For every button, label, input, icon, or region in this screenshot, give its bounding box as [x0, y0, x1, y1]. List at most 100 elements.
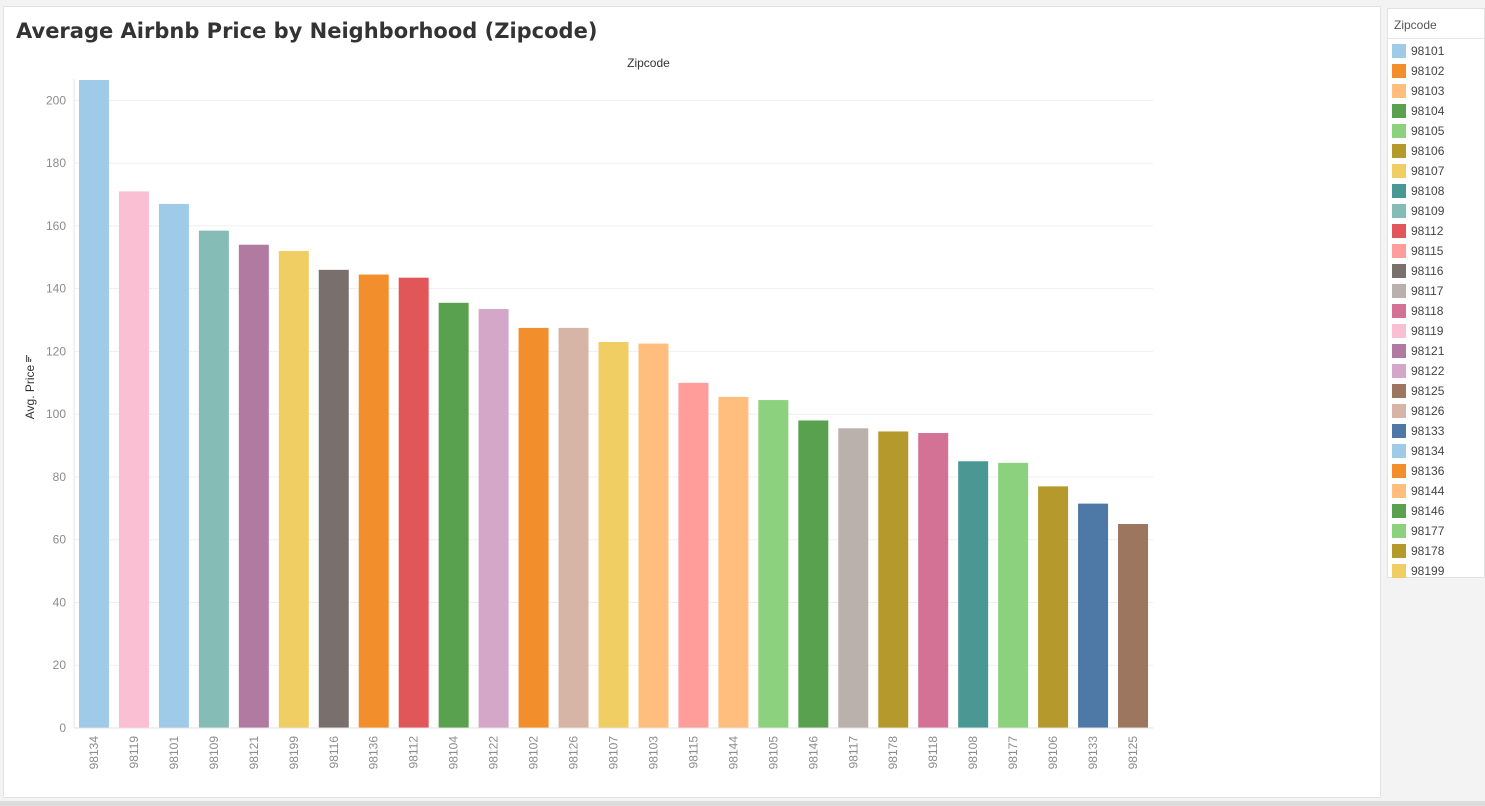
legend-item[interactable]: 98112	[1392, 221, 1444, 241]
bar-98146	[798, 420, 829, 728]
legend-swatch	[1392, 44, 1406, 58]
legend-item[interactable]: 98125	[1392, 381, 1444, 401]
legend-item[interactable]: 98116	[1392, 261, 1444, 281]
bar-98126	[558, 327, 589, 728]
legend-item[interactable]: 98109	[1392, 201, 1444, 221]
y-tick-label: 120	[46, 344, 66, 358]
legend-item[interactable]: 98115	[1392, 241, 1444, 261]
legend-label: 98122	[1411, 364, 1445, 378]
legend-label: 98121	[1411, 344, 1445, 358]
legend-item[interactable]: 98121	[1392, 341, 1444, 361]
legend-swatch	[1392, 124, 1406, 138]
legend-item[interactable]: 98126	[1392, 401, 1444, 421]
bar-98178	[878, 431, 909, 728]
legend-item[interactable]: 98118	[1392, 301, 1444, 321]
legend-item[interactable]: 98102	[1392, 61, 1444, 81]
legend-label: 98104	[1411, 104, 1445, 118]
bar-98199	[278, 251, 309, 728]
legend-item[interactable]: 98178	[1392, 541, 1444, 561]
x-tick-label: 98106	[1046, 736, 1060, 770]
x-tick-label: 98125	[1126, 736, 1140, 770]
legend-item[interactable]: 98103	[1392, 81, 1444, 101]
legend-label: 98125	[1411, 384, 1445, 398]
bar-98103	[638, 343, 669, 728]
bar-98144	[718, 396, 749, 728]
legend-swatch	[1392, 284, 1406, 298]
x-tick-label: 98119	[127, 736, 141, 769]
legend-swatch	[1392, 504, 1406, 518]
legend-item[interactable]: 98107	[1392, 161, 1444, 181]
y-tick-label: 60	[53, 533, 67, 547]
legend-swatch	[1392, 544, 1406, 558]
y-tick-label: 160	[46, 219, 66, 233]
legend-label: 98101	[1411, 44, 1445, 58]
legend-item[interactable]: 98119	[1392, 321, 1444, 341]
legend-swatch	[1392, 564, 1406, 578]
bar-98125	[1118, 524, 1149, 728]
legend-swatch	[1392, 324, 1406, 338]
bar-98133	[1078, 503, 1109, 728]
x-tick-label: 98101	[167, 736, 181, 770]
sort-icon	[26, 355, 28, 362]
x-tick-label: 98177	[1006, 736, 1020, 770]
y-tick-label: 40	[53, 595, 67, 609]
legend-item[interactable]: 98101	[1392, 41, 1444, 61]
bar-98106	[1038, 486, 1069, 728]
legend-label: 98133	[1411, 424, 1445, 438]
bar-98122	[478, 309, 509, 728]
y-tick-label: 140	[46, 282, 66, 296]
legend-item[interactable]: 98146	[1392, 501, 1444, 521]
legend-item[interactable]: 98117	[1392, 281, 1444, 301]
legend-swatch	[1392, 224, 1406, 238]
legend-swatch	[1392, 364, 1406, 378]
legend-item[interactable]: 98105	[1392, 121, 1444, 141]
legend-swatch	[1392, 184, 1406, 198]
column-header: Zipcode	[627, 56, 670, 70]
legend-label: 98108	[1411, 184, 1445, 198]
legend-swatch	[1392, 164, 1406, 178]
legend-swatch	[1392, 524, 1406, 538]
bar-98109	[198, 230, 229, 728]
bar-98107	[598, 342, 629, 728]
legend-swatch	[1392, 244, 1406, 258]
legend-swatch	[1392, 204, 1406, 218]
y-axis-title: Avg. Price	[23, 364, 37, 419]
chart-panel: Average Airbnb Price by Neighborhood (Zi…	[3, 6, 1381, 798]
legend-label: 98102	[1411, 64, 1445, 78]
x-tick-label: 98199	[287, 736, 301, 770]
bar-98119	[118, 191, 149, 728]
bar-98108	[958, 461, 989, 728]
legend-item[interactable]: 98104	[1392, 101, 1444, 121]
x-tick-label: 98136	[367, 736, 381, 770]
legend-item[interactable]: 98136	[1392, 461, 1444, 481]
legend-label: 98116	[1411, 264, 1444, 278]
legend-title: Zipcode	[1394, 18, 1437, 32]
bar-98102	[518, 327, 549, 728]
legend-label: 98144	[1411, 484, 1445, 498]
legend-label: 98103	[1411, 84, 1445, 98]
legend-swatch	[1392, 484, 1406, 498]
legend-item[interactable]: 98133	[1392, 421, 1444, 441]
chart-title: Average Airbnb Price by Neighborhood (Zi…	[16, 19, 598, 43]
bar-98121	[238, 244, 269, 728]
legend-swatch	[1392, 264, 1406, 278]
x-tick-label: 98134	[87, 736, 101, 770]
bar-98134	[78, 79, 109, 728]
legend-item[interactable]: 98177	[1392, 521, 1444, 541]
sort-icon	[28, 357, 30, 362]
legend[interactable]: Zipcode 98101 98102 98103 98104 98105 98106 98…	[1387, 8, 1485, 578]
legend-label: 98105	[1411, 124, 1445, 138]
bar-98104	[438, 302, 469, 728]
x-tick-label: 98178	[886, 736, 900, 770]
legend-label: 98126	[1411, 404, 1445, 418]
legend-item[interactable]: 98144	[1392, 481, 1444, 501]
legend-item[interactable]: 98106	[1392, 141, 1444, 161]
legend-item[interactable]: 98108	[1392, 181, 1444, 201]
legend-item[interactable]: 98134	[1392, 441, 1444, 461]
legend-swatch	[1392, 464, 1406, 478]
bar-98112	[398, 277, 429, 728]
x-tick-label: 98146	[806, 736, 820, 770]
legend-item[interactable]: 98199	[1392, 561, 1444, 581]
bar-98116	[318, 269, 349, 728]
legend-item[interactable]: 98122	[1392, 361, 1444, 381]
